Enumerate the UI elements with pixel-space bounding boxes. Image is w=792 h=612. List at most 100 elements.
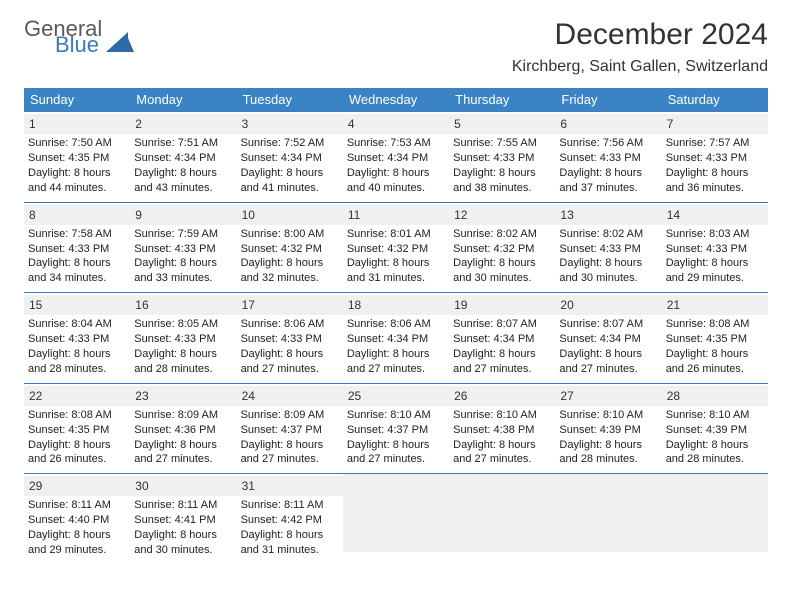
daylight-line: Daylight: 8 hours and 43 minutes. (134, 166, 232, 196)
sunset-line: Sunset: 4:34 PM (241, 151, 339, 166)
day-cell: 14Sunrise: 8:03 AMSunset: 4:33 PMDayligh… (662, 203, 768, 293)
calendar-cell (555, 474, 661, 564)
day-cell: 12Sunrise: 8:02 AMSunset: 4:32 PMDayligh… (449, 203, 555, 293)
sunrise-line: Sunrise: 8:08 AM (28, 408, 126, 423)
sunset-line: Sunset: 4:39 PM (666, 423, 764, 438)
sunrise-line: Sunrise: 7:51 AM (134, 136, 232, 151)
day-number: 3 (237, 114, 343, 134)
day-number: 10 (237, 205, 343, 225)
sunrise-line: Sunrise: 7:50 AM (28, 136, 126, 151)
day-cell: 2Sunrise: 7:51 AMSunset: 4:34 PMDaylight… (130, 112, 236, 202)
calendar-cell: 13Sunrise: 8:02 AMSunset: 4:33 PMDayligh… (555, 202, 661, 293)
sunset-line: Sunset: 4:35 PM (666, 332, 764, 347)
sunset-line: Sunset: 4:35 PM (28, 423, 126, 438)
sunrise-line: Sunrise: 8:07 AM (559, 317, 657, 332)
sunrise-line: Sunrise: 8:09 AM (241, 408, 339, 423)
day-number: 15 (24, 295, 130, 315)
calendar-cell: 25Sunrise: 8:10 AMSunset: 4:37 PMDayligh… (343, 383, 449, 474)
sunrise-line: Sunrise: 8:10 AM (347, 408, 445, 423)
sunset-line: Sunset: 4:33 PM (666, 242, 764, 257)
day-number: 28 (662, 386, 768, 406)
day-cell: 17Sunrise: 8:06 AMSunset: 4:33 PMDayligh… (237, 293, 343, 383)
daylight-line: Daylight: 8 hours and 27 minutes. (241, 438, 339, 468)
sunset-line: Sunset: 4:33 PM (666, 151, 764, 166)
calendar-week-row: 15Sunrise: 8:04 AMSunset: 4:33 PMDayligh… (24, 293, 768, 384)
day-cell: 29Sunrise: 8:11 AMSunset: 4:40 PMDayligh… (24, 474, 130, 564)
calendar-cell: 16Sunrise: 8:05 AMSunset: 4:33 PMDayligh… (130, 293, 236, 384)
calendar-cell: 5Sunrise: 7:55 AMSunset: 4:33 PMDaylight… (449, 112, 555, 203)
empty-day (449, 474, 555, 552)
calendar-cell: 11Sunrise: 8:01 AMSunset: 4:32 PMDayligh… (343, 202, 449, 293)
sunset-line: Sunset: 4:32 PM (347, 242, 445, 257)
day-cell: 28 Sunrise: 8:10 AMSunset: 4:39 PMDayligh… (662, 384, 768, 474)
daylight-line: Daylight: 8 hours and 27 minutes. (241, 347, 339, 377)
daylight-line: Daylight: 8 hours and 34 minutes. (28, 256, 126, 286)
day-cell: 7Sunrise: 7:57 AMSunset: 4:33 PMDaylight… (662, 112, 768, 202)
calendar-cell: 4Sunrise: 7:53 AMSunset: 4:34 PMDaylight… (343, 112, 449, 203)
sunset-line: Sunset: 4:33 PM (559, 242, 657, 257)
calendar-cell: 23Sunrise: 8:09 AMSunset: 4:36 PMDayligh… (130, 383, 236, 474)
daylight-line: Daylight: 8 hours and 27 minutes. (453, 347, 551, 377)
calendar-week-row: 22Sunrise: 8:08 AMSunset: 4:35 PMDayligh… (24, 383, 768, 474)
calendar-cell: 1Sunrise: 7:50 AMSunset: 4:35 PMDaylight… (24, 112, 130, 203)
calendar-cell (343, 474, 449, 564)
calendar-cell: 20Sunrise: 8:07 AMSunset: 4:34 PMDayligh… (555, 293, 661, 384)
sunrise-line: Sunrise: 8:02 AM (453, 227, 551, 242)
calendar-cell: 15Sunrise: 8:04 AMSunset: 4:33 PMDayligh… (24, 293, 130, 384)
calendar-cell: 24Sunrise: 8:09 AMSunset: 4:37 PMDayligh… (237, 383, 343, 474)
day-cell: 22Sunrise: 8:08 AMSunset: 4:35 PMDayligh… (24, 384, 130, 474)
daylight-line: Daylight: 8 hours and 28 minutes. (28, 347, 126, 377)
sunset-line: Sunset: 4:33 PM (28, 332, 126, 347)
day-header: Saturday (662, 88, 768, 112)
calendar-cell: 31Sunrise: 8:11 AMSunset: 4:42 PMDayligh… (237, 474, 343, 564)
sunrise-line: Sunrise: 8:08 AM (666, 317, 764, 332)
daylight-line: Daylight: 8 hours and 26 minutes. (666, 347, 764, 377)
day-number: 26 (449, 386, 555, 406)
sunset-line: Sunset: 4:33 PM (134, 332, 232, 347)
day-number: 13 (555, 205, 661, 225)
daylight-line: Daylight: 8 hours and 28 minutes. (666, 438, 764, 468)
sunrise-line: Sunrise: 7:52 AM (241, 136, 339, 151)
daylight-line: Daylight: 8 hours and 44 minutes. (28, 166, 126, 196)
day-number: 31 (237, 476, 343, 496)
daylight-line: Daylight: 8 hours and 41 minutes. (241, 166, 339, 196)
day-header: Thursday (449, 88, 555, 112)
day-cell: 19Sunrise: 8:07 AMSunset: 4:34 PMDayligh… (449, 293, 555, 383)
day-cell: 26Sunrise: 8:10 AMSunset: 4:38 PMDayligh… (449, 384, 555, 474)
daylight-line: Daylight: 8 hours and 30 minutes. (134, 528, 232, 558)
day-number: 19 (449, 295, 555, 315)
calendar-cell: 6Sunrise: 7:56 AMSunset: 4:33 PMDaylight… (555, 112, 661, 203)
daylight-line: Daylight: 8 hours and 30 minutes. (453, 256, 551, 286)
daylight-line: Daylight: 8 hours and 28 minutes. (134, 347, 232, 377)
location-subtitle: Kirchberg, Saint Gallen, Switzerland (512, 58, 768, 76)
sunrise-line: Sunrise: 7:59 AM (134, 227, 232, 242)
day-cell: 18Sunrise: 8:06 AMSunset: 4:34 PMDayligh… (343, 293, 449, 383)
day-cell: 21Sunrise: 8:08 AMSunset: 4:35 PMDayligh… (662, 293, 768, 383)
calendar-week-row: 29Sunrise: 8:11 AMSunset: 4:40 PMDayligh… (24, 474, 768, 564)
empty-day (662, 474, 768, 552)
day-number: 7 (662, 114, 768, 134)
calendar-body: 1Sunrise: 7:50 AMSunset: 4:35 PMDaylight… (24, 112, 768, 564)
sunset-line: Sunset: 4:33 PM (241, 332, 339, 347)
day-cell: 27Sunrise: 8:10 AMSunset: 4:39 PMDayligh… (555, 384, 661, 474)
sunrise-line: Sunrise: 8:06 AM (347, 317, 445, 332)
sunrise-line: Sunrise: 8:10 AM (666, 408, 764, 423)
sunrise-line: Sunrise: 8:11 AM (241, 498, 339, 513)
calendar-cell: 30Sunrise: 8:11 AMSunset: 4:41 PMDayligh… (130, 474, 236, 564)
day-cell: 5Sunrise: 7:55 AMSunset: 4:33 PMDaylight… (449, 112, 555, 202)
calendar-week-row: 1Sunrise: 7:50 AMSunset: 4:35 PMDaylight… (24, 112, 768, 203)
calendar-cell: 19Sunrise: 8:07 AMSunset: 4:34 PMDayligh… (449, 293, 555, 384)
calendar-cell: 7Sunrise: 7:57 AMSunset: 4:33 PMDaylight… (662, 112, 768, 203)
calendar-cell (662, 474, 768, 564)
sunset-line: Sunset: 4:34 PM (453, 332, 551, 347)
calendar-cell: 10Sunrise: 8:00 AMSunset: 4:32 PMDayligh… (237, 202, 343, 293)
calendar-cell: 2Sunrise: 7:51 AMSunset: 4:34 PMDaylight… (130, 112, 236, 203)
sunrise-line: Sunrise: 7:58 AM (28, 227, 126, 242)
daylight-line: Daylight: 8 hours and 38 minutes. (453, 166, 551, 196)
daylight-line: Daylight: 8 hours and 28 minutes. (559, 438, 657, 468)
day-number: 17 (237, 295, 343, 315)
day-cell: 24Sunrise: 8:09 AMSunset: 4:37 PMDayligh… (237, 384, 343, 474)
sunset-line: Sunset: 4:32 PM (241, 242, 339, 257)
calendar-cell: 21Sunrise: 8:08 AMSunset: 4:35 PMDayligh… (662, 293, 768, 384)
sunset-line: Sunset: 4:32 PM (453, 242, 551, 257)
